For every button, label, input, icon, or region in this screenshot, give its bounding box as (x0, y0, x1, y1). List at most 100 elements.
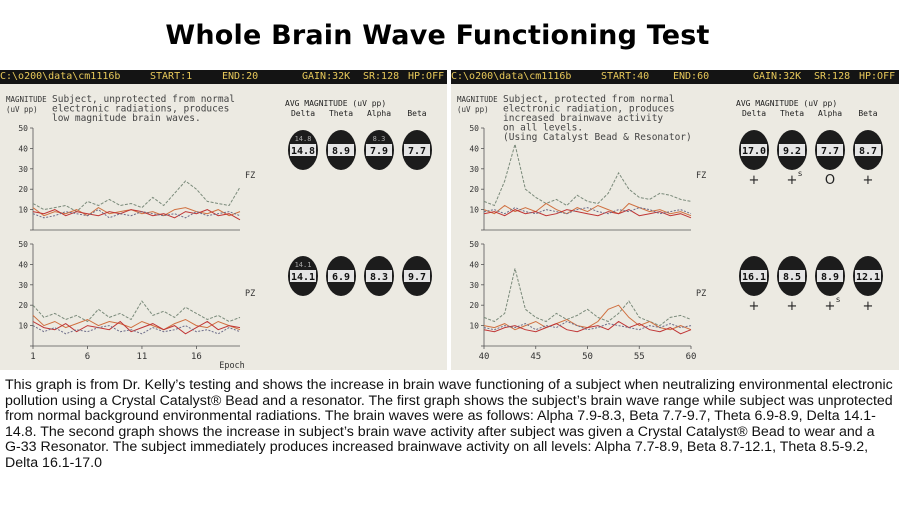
y-tick-label: 30 (469, 165, 479, 174)
x-tick-label: 55 (634, 352, 645, 362)
avg-value-pz-theta: 8.5 (783, 272, 801, 283)
value-box (290, 270, 316, 282)
series-line-3 (483, 320, 692, 335)
series-line-4 (32, 209, 241, 219)
x-tick-label: 40 (479, 352, 490, 362)
value-box (779, 144, 805, 156)
header-end: END:20 (222, 71, 259, 82)
x-tick-label: 45 (530, 352, 541, 362)
hand-mark: + (787, 299, 798, 314)
avg-value-fz-alpha: 7.7 (821, 146, 839, 157)
y-axis-label: MAGNITUDE (457, 95, 498, 104)
recording-header-bar: C:\o200\data\cm1116b START:40 END:60 GAI… (451, 70, 899, 84)
hand-mark: + (863, 299, 874, 314)
series-line-4 (483, 320, 692, 331)
band-label-beta: Beta (858, 109, 877, 118)
y-axis-unit: (uV pp) (457, 105, 489, 114)
y-tick-label: 50 (469, 124, 479, 133)
x-tick-label: 16 (191, 352, 202, 362)
value-box (366, 270, 392, 282)
series-line-4 (32, 325, 241, 335)
value-box (404, 270, 430, 282)
value-box (328, 270, 354, 282)
value-box (817, 144, 843, 156)
value-box (817, 270, 843, 282)
header-gain: GAIN:32K (302, 71, 351, 82)
y-tick-label: 10 (469, 322, 479, 331)
hand-mark: + (787, 173, 798, 188)
header-file-path: C:\o200\data\cm1116b (451, 71, 572, 82)
annotation-line: low magnitude brain waves. (52, 113, 201, 124)
y-tick-label: 20 (469, 185, 479, 194)
header-file-path: C:\o200\data\cm1116b (0, 71, 121, 82)
electrode-label-fz: FZ (696, 171, 706, 181)
avg-magnitude-heading: AVG MAGNITUDE (uV pp) (285, 99, 386, 108)
header-sample-rate: SR:128 (363, 71, 400, 82)
band-label-delta: Delta (291, 109, 315, 118)
avg-value-secondary: 14.8 (295, 135, 312, 143)
series-line-1 (483, 268, 692, 327)
header-start: START:40 (601, 71, 650, 82)
series-line-4 (483, 207, 692, 215)
y-tick-label: 10 (18, 322, 28, 331)
x-tick-label: 50 (582, 352, 593, 362)
y-tick-label: 40 (469, 260, 479, 269)
header-hp: HP:OFF (408, 71, 445, 82)
annotation-line: electronic radiation, produces (503, 104, 675, 115)
y-axis-label: MAGNITUDE (6, 95, 47, 104)
avg-value-pz-beta: 9.7 (408, 272, 426, 283)
hand-mark: + (863, 173, 874, 188)
avg-value-fz-delta: 14.8 (291, 146, 315, 157)
value-box (855, 144, 881, 156)
avg-value-fz-beta: 8.7 (859, 146, 877, 157)
avg-value-secondary: 14.1 (295, 261, 312, 269)
hand-mark: + (749, 173, 760, 188)
hand-mark-superscript: s (836, 295, 840, 304)
value-box (290, 144, 316, 156)
avg-value-fz-theta: 8.9 (332, 146, 350, 157)
y-tick-label: 40 (18, 144, 28, 153)
header-gain: GAIN:32K (753, 71, 802, 82)
value-box (741, 270, 767, 282)
y-tick-label: 40 (18, 260, 28, 269)
band-label-alpha: Alpha (367, 109, 391, 118)
avg-value-pz-delta: 16.1 (742, 272, 766, 283)
hand-mark: O (825, 173, 835, 188)
avg-value-fz-theta: 9.2 (783, 146, 801, 157)
header-hp: HP:OFF (859, 71, 896, 82)
band-label-delta: Delta (742, 109, 766, 118)
electrode-label-pz: PZ (696, 289, 706, 299)
y-tick-label: 10 (18, 206, 28, 215)
annotation-line: electronic radiations, produces (52, 104, 229, 115)
value-box (366, 144, 392, 156)
avg-value-pz-alpha: 8.3 (370, 272, 388, 283)
x-tick-label: 6 (85, 352, 90, 362)
eeg-chart-protected: MAGNITUDE(uV pp) Subject, protected from … (457, 94, 883, 362)
series-line-1 (32, 180, 241, 213)
band-label-theta: Theta (780, 109, 804, 118)
x-axis-label: Epoch (219, 361, 245, 370)
value-box (328, 144, 354, 156)
recording-header-bar: C:\o200\data\cm1116b START:1 END:20 GAIN… (0, 70, 447, 84)
hand-mark: + (825, 299, 836, 314)
value-box (855, 270, 881, 282)
y-axis-unit: (uV pp) (6, 105, 38, 114)
header-end: END:60 (673, 71, 710, 82)
y-tick-label: 10 (469, 206, 479, 215)
hand-mark: + (749, 299, 760, 314)
x-tick-label: 11 (137, 352, 148, 362)
annotation-line: (Using Catalyst Bead & Resonator) (503, 132, 692, 143)
y-tick-label: 50 (469, 240, 479, 249)
series-line-3 (32, 320, 241, 335)
series-line-3 (483, 209, 692, 219)
value-box (779, 270, 805, 282)
y-tick-label: 20 (18, 301, 28, 310)
annotation-line: increased brainwave activity (503, 113, 663, 124)
header-start: START:1 (150, 71, 193, 82)
avg-value-pz-theta: 6.9 (332, 272, 350, 283)
band-label-alpha: Alpha (818, 109, 842, 118)
avg-value-pz-alpha: 8.9 (821, 272, 839, 283)
series-line-3 (32, 209, 241, 221)
electrode-label-fz: FZ (245, 171, 255, 181)
annotation-line: on all levels. (503, 123, 583, 134)
